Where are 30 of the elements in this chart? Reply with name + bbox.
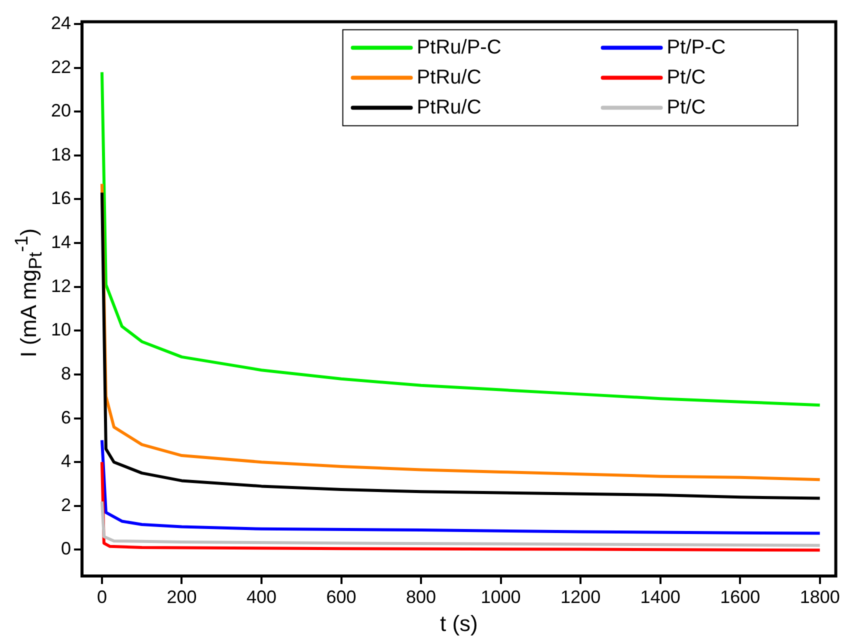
x-tick-label: 1200 — [560, 586, 601, 607]
legend-label: PtRu/C — [416, 96, 482, 118]
y-tick-label: 0 — [61, 538, 72, 559]
y-tick-label: 22 — [50, 56, 72, 77]
y-tick-label: 10 — [50, 320, 72, 340]
x-tick-label: 800 — [406, 586, 436, 607]
y-tick-label: 14 — [50, 232, 72, 252]
x-tick-label: 1600 — [720, 586, 760, 607]
y-tick-label: 18 — [50, 144, 72, 164]
y-tick-label: 24 — [50, 12, 72, 33]
x-tick-label: 1000 — [480, 586, 521, 607]
y-tick-label: 6 — [61, 407, 72, 428]
y-tick-label: 2 — [61, 494, 72, 515]
y-tick-label: 12 — [50, 276, 72, 296]
x-axis-title: t (s) — [440, 610, 478, 636]
y-tick-label: 4 — [61, 451, 72, 472]
legend-label: Pt/C — [666, 96, 706, 118]
legend-label: PtRu/P-C — [416, 36, 502, 58]
x-tick-label: 400 — [246, 586, 277, 607]
y-tick-label: 8 — [61, 363, 72, 384]
y-tick-label: 16 — [50, 188, 72, 208]
x-tick-label: 0 — [96, 586, 107, 607]
x-tick-label: 1400 — [640, 586, 680, 607]
legend-label: Pt/C — [666, 66, 706, 88]
x-tick-label: 1800 — [800, 586, 840, 607]
x-tick-label: 200 — [166, 586, 197, 607]
legend-label: PtRu/C — [416, 66, 482, 88]
y-tick-label: 20 — [50, 100, 72, 121]
x-tick-label: 600 — [326, 586, 356, 607]
legend-label: Pt/P-C — [666, 36, 726, 58]
